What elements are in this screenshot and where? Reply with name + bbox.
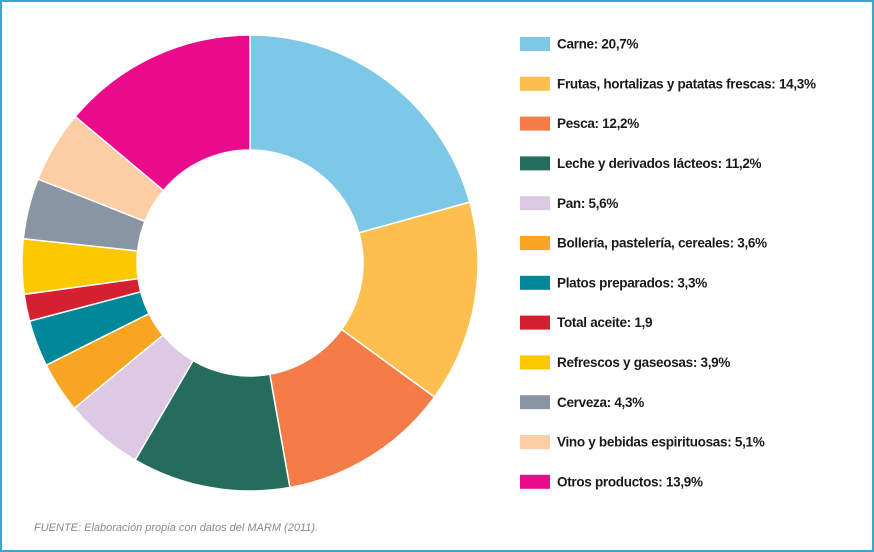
slice	[340, 201, 479, 399]
legend-swatch	[520, 116, 550, 131]
legend-swatch	[520, 275, 550, 290]
legend-swatch	[520, 156, 550, 171]
slice	[74, 34, 251, 192]
legend-label: Bollería, pastelería, cereales: 3,6%	[557, 236, 767, 251]
legend-swatch	[520, 315, 550, 330]
legend-label: Total aceite: 1,9	[557, 315, 652, 330]
legend-label: Refrescos y gaseosas: 3,9%	[557, 355, 730, 370]
legend-label: Platos preparados: 3,3%	[557, 275, 707, 290]
legend-label: Frutas, hortalizas y patatas frescas: 14…	[557, 76, 816, 91]
legend-swatch	[520, 76, 550, 91]
legend-label: Otros productos: 13,9%	[557, 474, 703, 489]
legend-swatch	[520, 474, 550, 489]
legend-label: Cerveza: 4,3%	[557, 395, 644, 410]
source-note: FUENTE: Elaboración propia con datos del…	[34, 522, 318, 534]
legend-label: Pan: 5,6%	[557, 196, 618, 211]
legend-swatch	[520, 435, 550, 449]
legend-label: Carne: 20,7%	[557, 37, 638, 52]
legend-swatch	[520, 196, 550, 211]
legend-swatch	[520, 395, 550, 410]
legend-swatch	[520, 355, 550, 370]
legend-label: Leche y derivados lácteos: 11,2%	[557, 156, 762, 171]
slice	[249, 34, 471, 234]
legend-label: Vino y bebidas espirituosas: 5,1%	[557, 435, 765, 450]
legend-swatch	[520, 37, 550, 51]
legend-label: Pesca: 12,2%	[557, 116, 639, 131]
legend-swatch	[520, 236, 550, 250]
